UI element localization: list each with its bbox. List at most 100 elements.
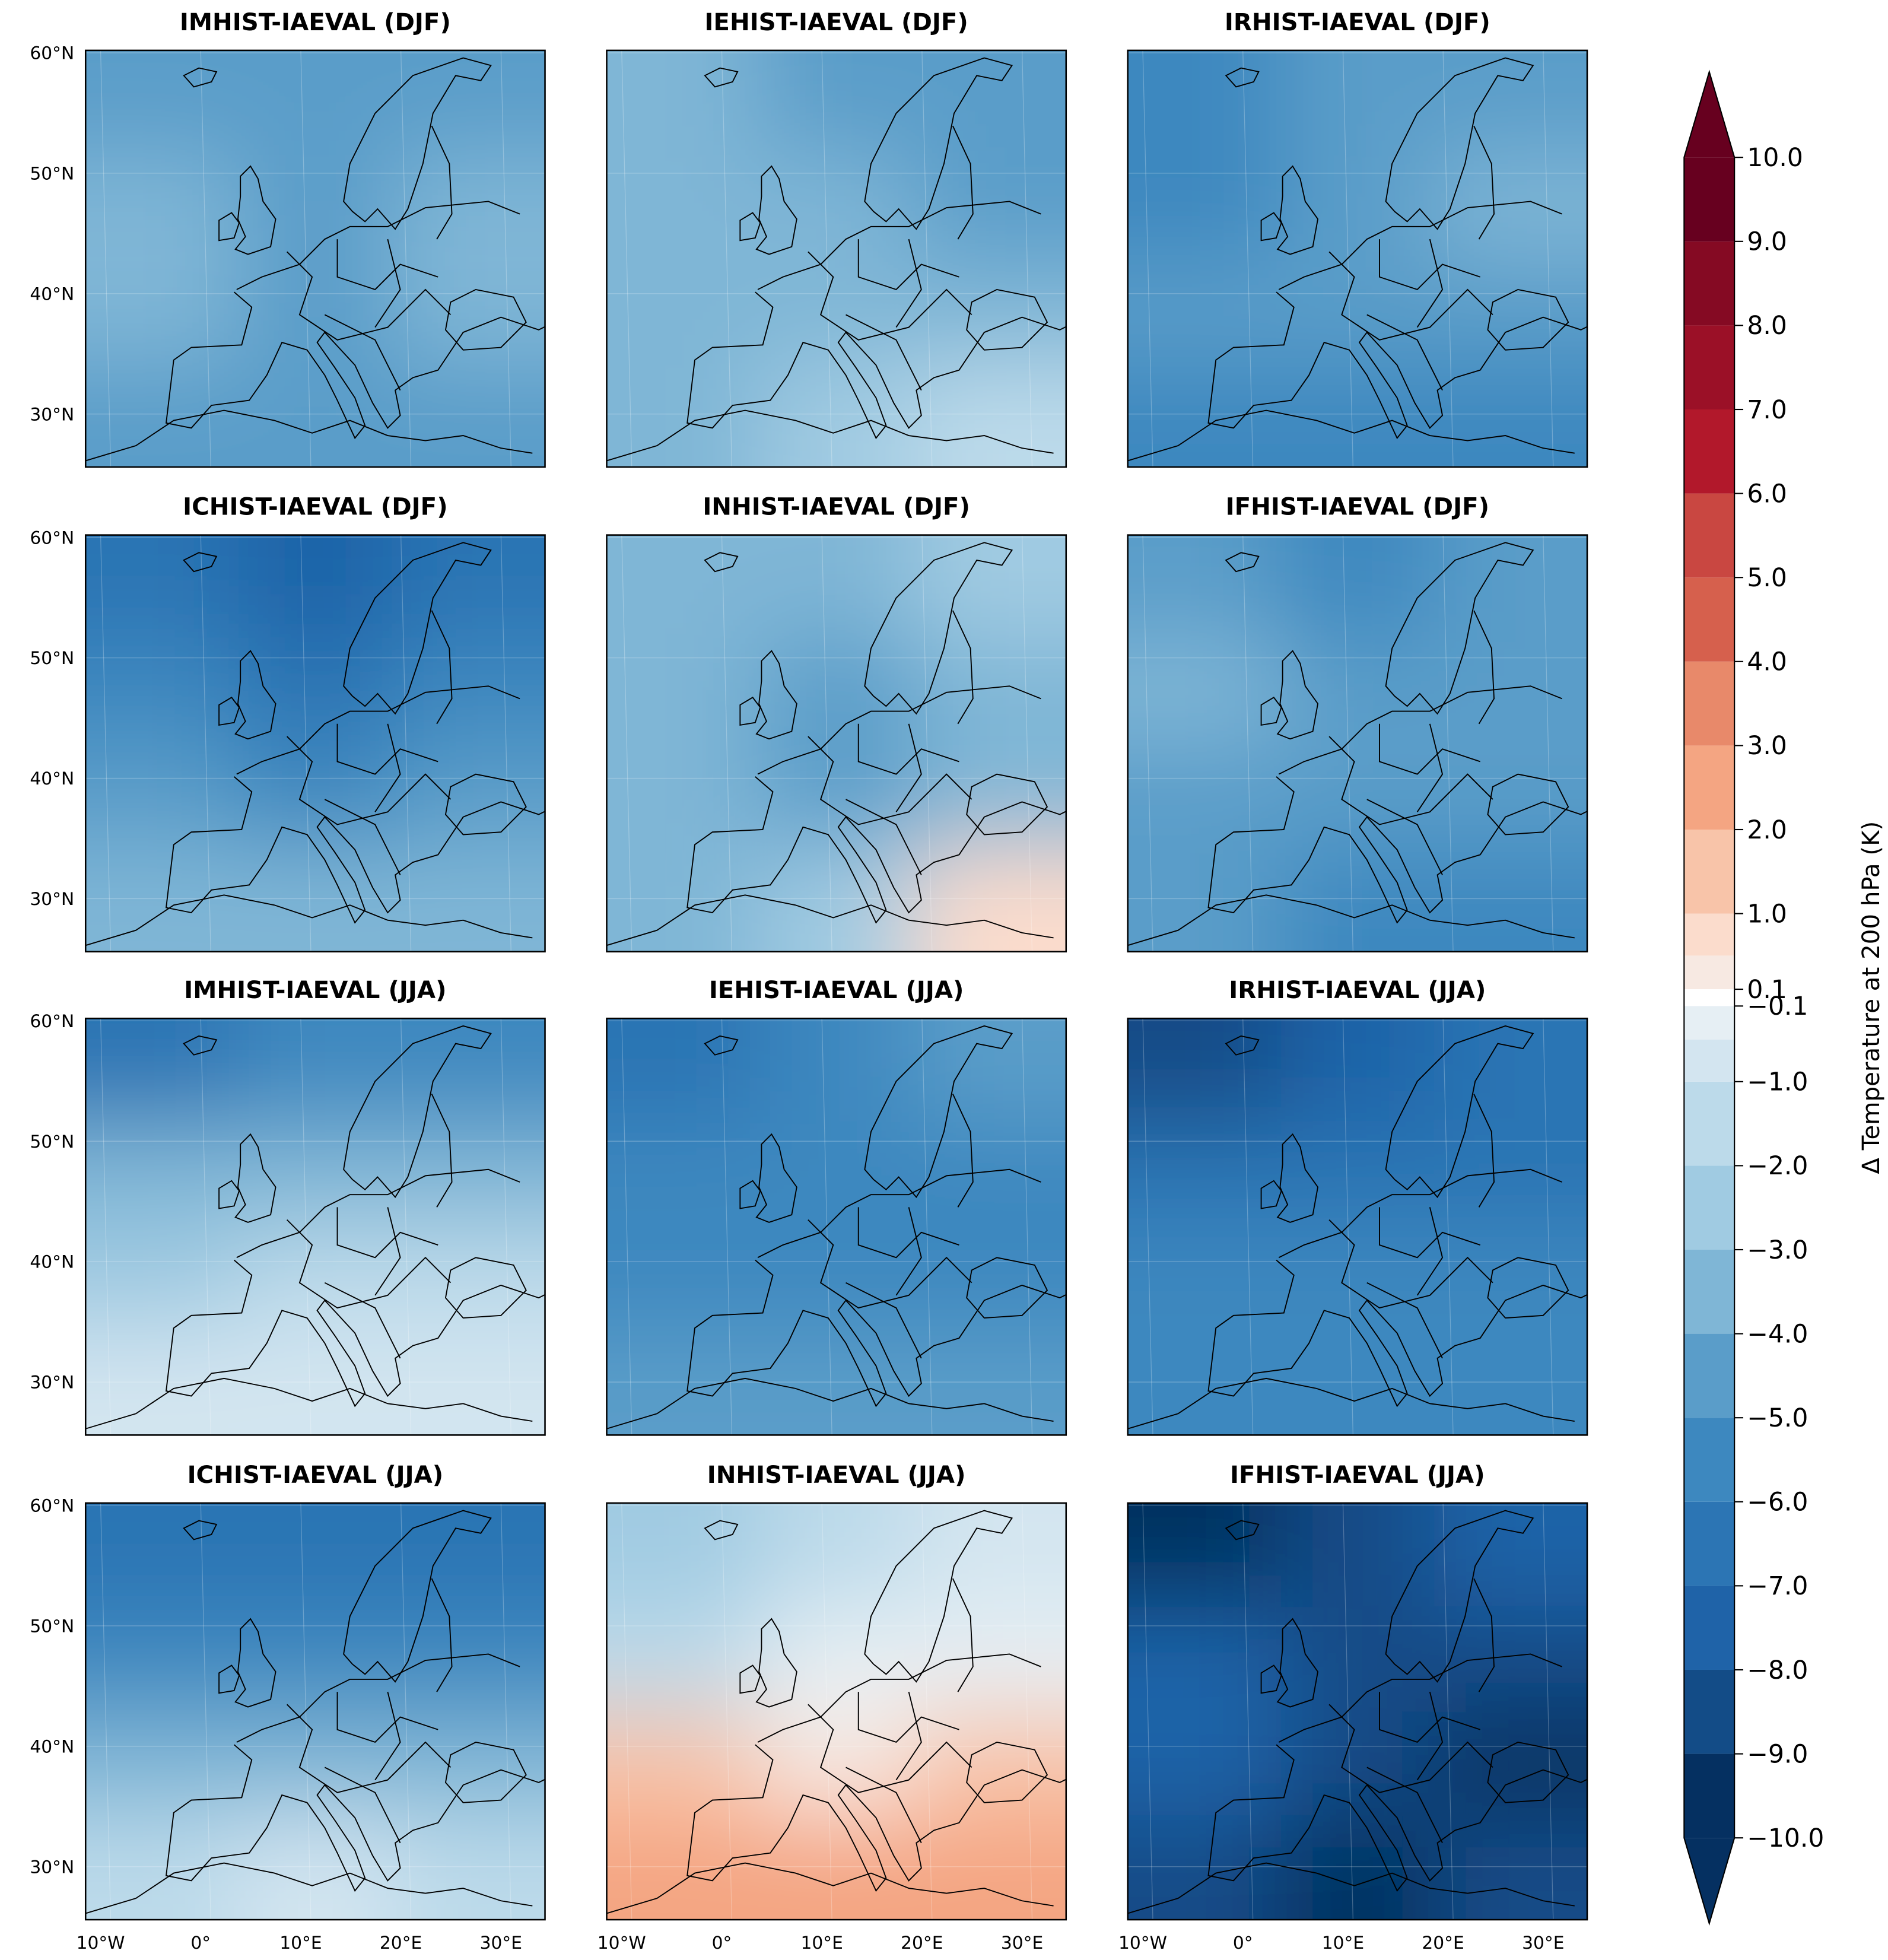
field-cell (85, 743, 239, 848)
colorbar-bin (1684, 1501, 1735, 1586)
field-cell (606, 50, 760, 155)
field-cell (1280, 1815, 1434, 1920)
graticule-lon (921, 1502, 933, 1920)
field-cell (239, 154, 392, 259)
lat-label: 30°N (30, 1857, 74, 1878)
field-cell (759, 1815, 913, 1920)
field-cell (913, 639, 1066, 744)
field-cell (606, 743, 760, 848)
lat-label: 40°N (30, 1736, 74, 1757)
colorbar-tick-label: 6.0 (1747, 479, 1787, 509)
field-cell (239, 1330, 392, 1435)
lat-label: 40°N (30, 1252, 74, 1273)
colorbar-tick-label: 9.0 (1747, 228, 1787, 257)
lon-label: 30°E (1001, 1933, 1043, 1953)
graticule-lon (721, 535, 733, 952)
field-cell (1127, 535, 1281, 640)
field-cell (85, 50, 239, 155)
field-cell (913, 1122, 1066, 1227)
panel-frame (1127, 534, 1588, 953)
colorbar: 10.0 9.0 8.0 7.0 6.0 5.0 4.0 3.0 2.0 1.0 0.1−0.1 −1… (1683, 69, 1885, 1926)
colorbar-tick-label: 8.0 (1747, 312, 1787, 341)
colorbar-bin (1684, 1039, 1735, 1082)
field-cell (239, 1711, 392, 1816)
colorbar-tick-label: 0.1 (1747, 976, 1787, 1005)
field-cell (759, 1122, 913, 1227)
map-field (1127, 535, 1588, 952)
field-cell (1280, 50, 1434, 155)
field-cell (1434, 1815, 1588, 1920)
graticule-lon (1142, 535, 1153, 952)
panel-title: IMHIST-IAEVAL (JJA) (184, 976, 446, 1004)
field-cells (1127, 535, 1588, 952)
field-cell (606, 1502, 760, 1608)
graticule-lon (1021, 1018, 1033, 1435)
map-panel: 60°N 50°N 40°N 30°N (30, 528, 546, 953)
lat-label: 60°N (30, 43, 74, 64)
lon-label: 10°W (77, 1933, 125, 1953)
field-cell (1280, 535, 1434, 640)
field-cell (759, 154, 913, 259)
field-cells (1127, 50, 1588, 468)
map-panel: 60°N 50°N 40°N 30°N 10°W 0° 10°E 20°E 30°E (30, 1496, 546, 1953)
graticule-lon (100, 535, 112, 952)
field-cell (85, 1330, 239, 1435)
panel-title: INHIST-IAEVAL (JJA) (707, 1461, 966, 1489)
field-cell (1127, 1122, 1281, 1227)
field-cell (392, 50, 545, 155)
field-cell (1280, 639, 1434, 744)
field-cell (1434, 639, 1588, 744)
panel-title: IEHIST-IAEVAL (JJA) (709, 976, 964, 1004)
lat-label: 30°N (30, 889, 74, 910)
field-cell (1127, 847, 1281, 952)
field-cells (606, 535, 1066, 952)
field-cell (85, 1711, 239, 1816)
field-cell (239, 1502, 392, 1608)
map-panel: 60°N 50°N 40°N 30°N (30, 1011, 546, 1436)
graticule-lon (400, 1018, 412, 1435)
field-cell (1280, 363, 1434, 468)
field-cell (1127, 1711, 1281, 1816)
graticule-lon (721, 1502, 733, 1920)
field-cell (239, 1122, 392, 1227)
map-field (1127, 1018, 1588, 1435)
field-cell (606, 154, 760, 259)
map-panel (606, 1017, 1067, 1436)
panel-title: ICHIST-IAEVAL (DJF) (183, 493, 447, 521)
panel-title: IFHIST-IAEVAL (JJA) (1230, 1461, 1485, 1489)
field-cell (1434, 363, 1588, 468)
field-cell (606, 1122, 760, 1227)
field-cell (1127, 363, 1281, 468)
map-field (606, 1502, 1066, 1920)
lon-label: 20°E (901, 1933, 943, 1953)
graticule-lon (500, 1018, 511, 1435)
field-cell (759, 50, 913, 155)
field-cell (239, 639, 392, 744)
colorbar-extend-under (1684, 1838, 1735, 1924)
field-cell (606, 1607, 760, 1711)
graticule-lon (400, 1502, 412, 1920)
colorbar-tick-label: −6.0 (1747, 1488, 1808, 1517)
graticule-lon (500, 1502, 511, 1920)
map-field (606, 50, 1066, 468)
field-cell (913, 363, 1066, 468)
colorbar-tick-label: −10.0 (1747, 1824, 1824, 1853)
lon-label: 10°E (800, 1933, 843, 1953)
panels: IMHIST-IAEVAL (DJF) 60°N 50°N 40°N 30°N IEHIS… (30, 8, 1588, 1953)
lat-label: 30°N (30, 1373, 74, 1393)
map-panel: 10°W 0° 10°E 20°E 30°E (1118, 1502, 1588, 1953)
field-cell (85, 1502, 239, 1608)
lon-label: 20°E (1422, 1933, 1464, 1953)
map-field (606, 535, 1066, 952)
map-panel: 10°W 0° 10°E 20°E 30°E (597, 1502, 1067, 1953)
lat-label: 40°N (30, 284, 74, 304)
field-cell (759, 535, 913, 640)
graticule-lon (1021, 1502, 1033, 1920)
field-cell (392, 1330, 545, 1435)
field-cell (1280, 847, 1434, 952)
field-cells (1127, 1502, 1588, 1920)
colorbar-bin (1684, 1165, 1735, 1250)
field-cell (239, 1815, 392, 1920)
map-field (1127, 50, 1588, 468)
graticule-lon (500, 535, 511, 952)
